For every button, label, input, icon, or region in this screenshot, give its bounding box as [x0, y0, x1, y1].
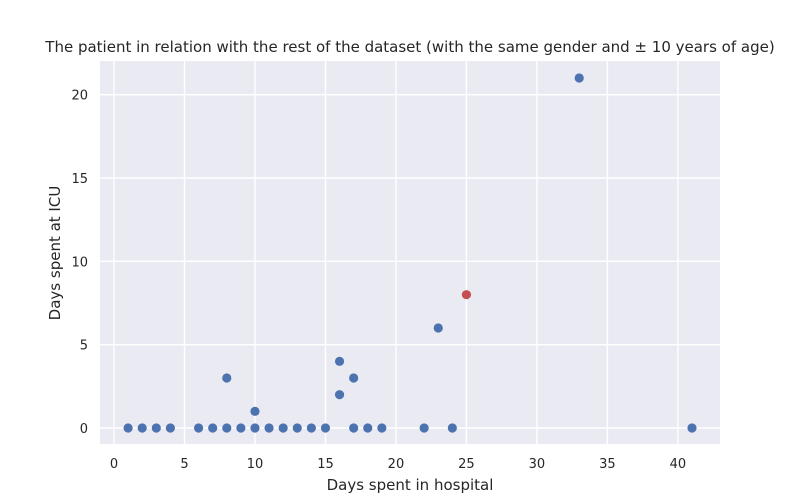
data-point: [236, 423, 246, 433]
data-point: [222, 423, 232, 433]
data-point: [264, 423, 274, 433]
x-axis-label: Days spent in hospital: [327, 476, 494, 494]
grid-lines: [100, 61, 720, 444]
data-point: [363, 423, 373, 433]
data-point: [165, 423, 175, 433]
y-tick-label: 20: [71, 89, 88, 104]
data-point: [292, 423, 302, 433]
highlight-patient-point: [461, 290, 472, 300]
x-tick-label: 35: [599, 457, 616, 472]
data-point: [208, 423, 218, 433]
data-point: [419, 423, 429, 433]
x-tick-label: 10: [247, 457, 264, 472]
data-point: [574, 73, 584, 83]
data-point: [306, 423, 316, 433]
data-point: [687, 423, 697, 433]
x-tick-label: 0: [110, 457, 118, 472]
data-point: [278, 423, 288, 433]
data-point: [349, 423, 359, 433]
data-point: [151, 423, 161, 433]
data-point: [222, 373, 232, 383]
y-axis-label: Days spent at ICU: [46, 186, 64, 321]
x-tick-label: 15: [317, 457, 334, 472]
data-point: [334, 356, 345, 366]
x-axis-ticks: 0 5 10 15 20 25 30 35 40: [110, 457, 686, 472]
data-point: [250, 406, 260, 416]
x-tick-label: 40: [670, 457, 687, 472]
x-tick-label: 20: [388, 457, 405, 472]
y-tick-label: 15: [71, 172, 88, 187]
chart-title: The patient in relation with the rest of…: [44, 38, 774, 56]
data-point: [349, 373, 359, 383]
y-tick-label: 10: [71, 255, 88, 270]
data-point: [320, 423, 331, 433]
data-point: [123, 423, 133, 433]
data-point: [193, 423, 204, 433]
y-axis-ticks: 0 5 10 15 20: [71, 89, 88, 437]
x-tick-label: 30: [529, 457, 546, 472]
plot-area: [100, 61, 720, 444]
y-tick-label: 5: [80, 339, 88, 354]
data-point: [137, 423, 147, 433]
x-tick-label: 5: [180, 457, 188, 472]
y-tick-label: 0: [80, 422, 88, 437]
data-point: [250, 423, 260, 433]
x-tick-label: 25: [458, 457, 475, 472]
data-point: [377, 423, 387, 433]
data-point: [433, 323, 443, 333]
data-points: [123, 73, 697, 433]
data-point: [334, 390, 345, 400]
data-point: [447, 423, 457, 433]
